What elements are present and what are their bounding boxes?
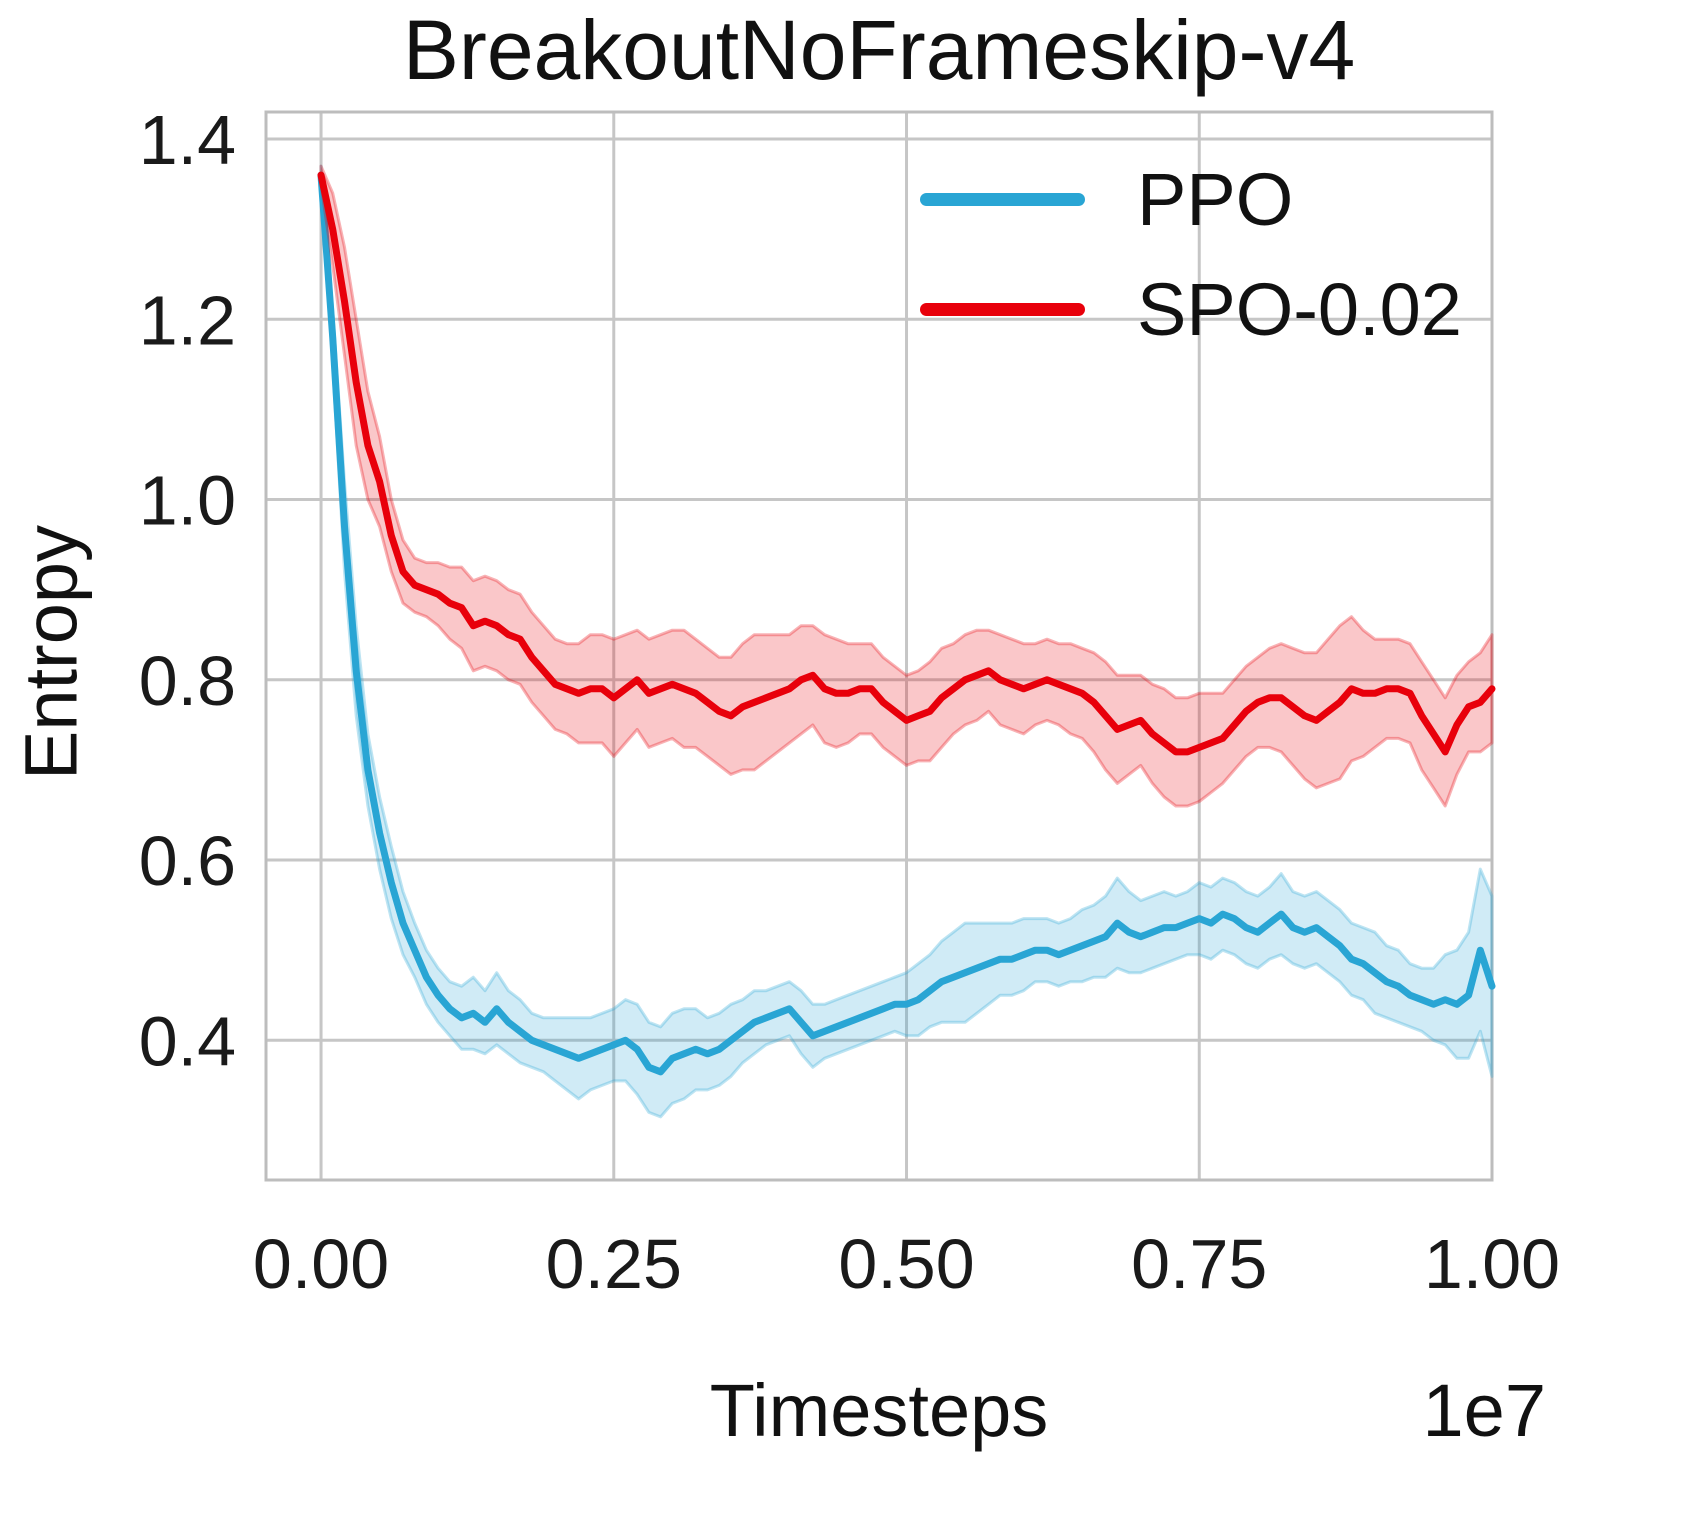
legend: PPO SPO-0.02 [920, 157, 1462, 351]
legend-label-spo: SPO-0.02 [1137, 267, 1462, 351]
x-tick-label: 0.25 [546, 1225, 682, 1303]
y-tick-label: 0.4 [139, 1002, 236, 1080]
spo-line-swatch [920, 302, 1085, 316]
x-axis-label: Timesteps [709, 1369, 1049, 1452]
x-tick-label: 1.00 [1424, 1225, 1560, 1303]
chart-title: BreakoutNoFrameskip-v4 [402, 3, 1356, 97]
legend-label-ppo: PPO [1137, 157, 1294, 241]
y-tick-label: 1.4 [139, 101, 236, 179]
x-tick-label: 0.75 [1131, 1225, 1267, 1303]
y-tick-label: 1.2 [139, 281, 236, 359]
y-tick-label: 0.6 [139, 822, 236, 900]
ppo-line-swatch [920, 192, 1085, 206]
x-tick-label: 0.50 [838, 1225, 974, 1303]
y-tick-label: 1.0 [139, 462, 236, 540]
legend-item-ppo: PPO [920, 157, 1462, 241]
y-tick-label: 0.8 [139, 642, 236, 720]
legend-item-spo: SPO-0.02 [920, 267, 1462, 351]
x-axis-offset-label: 1e7 [1422, 1369, 1546, 1452]
x-tick-label: 0.00 [253, 1225, 389, 1303]
